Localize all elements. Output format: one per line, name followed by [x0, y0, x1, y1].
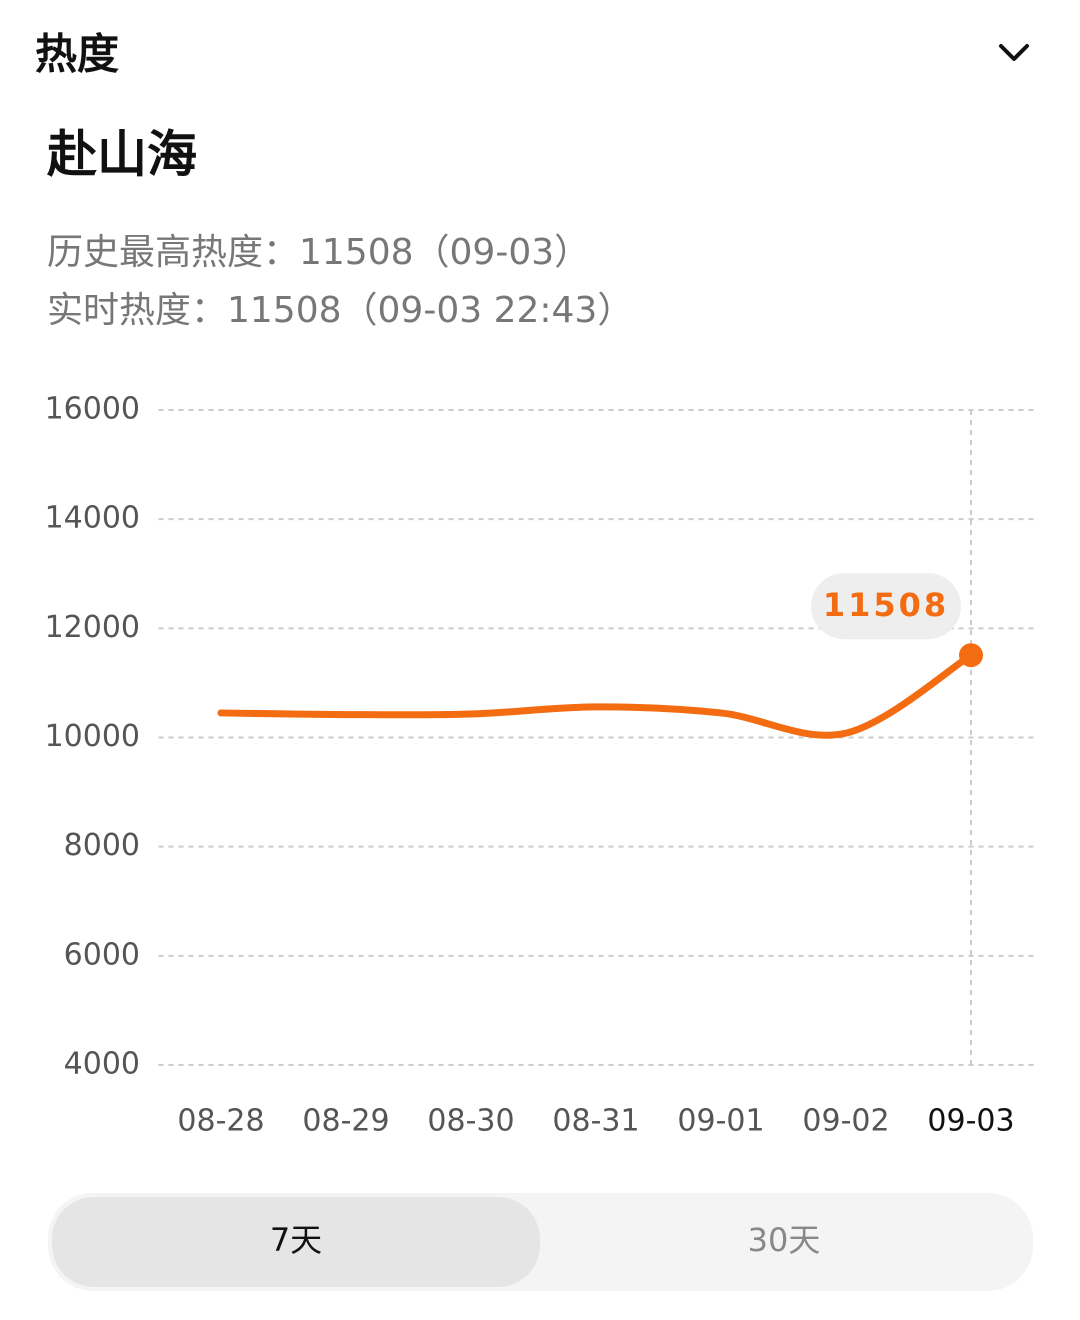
x-tick-label: 08-30 — [427, 1104, 514, 1139]
value-label-bg — [811, 573, 961, 640]
x-tick-label: 09-02 — [802, 1104, 889, 1139]
section-title: 热度 — [35, 30, 119, 79]
y-tick-label: 4000 — [64, 1047, 140, 1082]
y-tick-label: 6000 — [64, 937, 140, 972]
x-tick-label: 09-01 — [677, 1104, 764, 1139]
x-tick-label: 09-03 — [927, 1104, 1014, 1139]
y-tick-label: 12000 — [45, 610, 140, 645]
peak-stat: 历史最高热度：11508（09-03） — [47, 232, 590, 273]
tab[interactable]: 7天 — [270, 1221, 322, 1259]
value-label: 11508 — [823, 586, 949, 624]
realtime-stat: 实时热度：11508（09-03 22:43） — [47, 290, 633, 331]
y-tick-label: 14000 — [45, 501, 140, 536]
tab-active-bg — [52, 1197, 540, 1287]
point — [959, 643, 983, 668]
x-tick-label: 08-29 — [302, 1104, 389, 1139]
y-tick-label: 8000 — [64, 828, 140, 863]
x-tick-label: 08-31 — [552, 1104, 639, 1139]
topic-title: 赴山海 — [46, 126, 197, 184]
tab[interactable]: 30天 — [748, 1221, 821, 1259]
collapse-chevron[interactable] — [999, 44, 1029, 61]
line — [217, 651, 975, 739]
chart: 4000 6000 8000 10000 12000 14000 16000 08-28 08-… — [45, 392, 1034, 1139]
y-tick-label: 16000 — [45, 392, 140, 427]
y-tick-label: 10000 — [45, 719, 140, 754]
x-tick-label: 08-28 — [177, 1104, 264, 1139]
